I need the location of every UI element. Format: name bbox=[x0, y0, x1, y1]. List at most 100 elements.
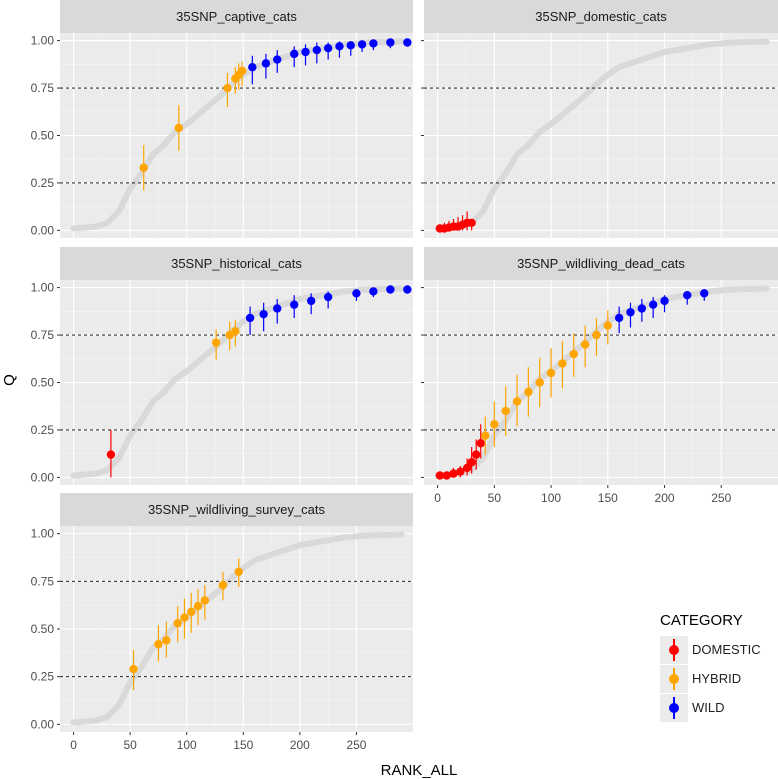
point-wild bbox=[369, 287, 378, 296]
y-tick-label: 0.00 bbox=[31, 717, 55, 731]
point-wild bbox=[648, 300, 658, 309]
y-tick-label: 0.50 bbox=[31, 129, 55, 143]
y-tick-label: 0.75 bbox=[31, 328, 55, 342]
point-hybrid bbox=[162, 636, 171, 645]
strip-35snp-wildliving-dead-cats bbox=[424, 247, 778, 280]
point-domestic bbox=[467, 458, 476, 467]
point-hybrid bbox=[211, 338, 221, 347]
x-tick-label: 100 bbox=[541, 491, 561, 505]
legend: CATEGORY DOMESTIC HYBRID WILD bbox=[660, 612, 761, 722]
strip-label-35snp-wildliving-survey-cats: 35SNP_wildliving_survey_cats bbox=[148, 502, 326, 517]
legend-label-domestic: DOMESTIC bbox=[692, 642, 761, 657]
background-curve bbox=[70, 285, 405, 479]
point-hybrid bbox=[569, 349, 578, 359]
point-domestic bbox=[106, 450, 116, 459]
point-hybrid bbox=[231, 327, 240, 336]
legend-item-wild: WILD bbox=[660, 693, 761, 722]
point-hybrid bbox=[592, 330, 601, 340]
point-hybrid bbox=[187, 607, 196, 617]
point-hybrid bbox=[174, 123, 183, 133]
legend-item-hybrid: HYBRID bbox=[660, 664, 761, 693]
point-hybrid bbox=[512, 397, 522, 406]
point-wild bbox=[386, 285, 395, 294]
point-wild bbox=[614, 313, 624, 323]
legend-key-hybrid bbox=[660, 664, 688, 693]
x-tick-label: 200 bbox=[655, 491, 675, 505]
x-tick-label: 0 bbox=[70, 738, 77, 752]
point-wild bbox=[248, 62, 257, 72]
legend-label-hybrid: HYBRID bbox=[692, 671, 742, 686]
point-hybrid bbox=[173, 619, 182, 628]
x-tick-label: 50 bbox=[488, 491, 502, 505]
background-curve bbox=[434, 285, 770, 479]
strip-label-35snp-wildliving-dead-cats: 35SNP_wildliving_dead_cats bbox=[517, 256, 685, 271]
point-domestic bbox=[435, 471, 445, 480]
legend-key-domestic bbox=[660, 635, 688, 664]
point-wild bbox=[357, 40, 367, 49]
legend-label-wild: WILD bbox=[692, 700, 725, 715]
legend-title: CATEGORY bbox=[660, 612, 743, 629]
point-wild bbox=[323, 292, 333, 302]
strip-35snp-historical-cats bbox=[60, 247, 413, 280]
point-wild bbox=[346, 41, 355, 50]
point-hybrid bbox=[490, 420, 499, 429]
point-wild bbox=[637, 304, 647, 313]
point-hybrid bbox=[580, 340, 590, 349]
point-hybrid bbox=[200, 596, 210, 605]
panel-35snp-historical-cats: 35SNP_historical_cats 0.00 0.25 0.50 0.75 1.0… bbox=[31, 247, 413, 485]
point-domestic bbox=[449, 469, 458, 478]
y-tick-label: 0.75 bbox=[31, 574, 55, 588]
point-wild bbox=[261, 59, 271, 68]
x-tick-label: 150 bbox=[233, 738, 253, 752]
panel-35snp-domestic-cats: 35SNP_domestic_cats bbox=[421, 0, 778, 238]
y-tick-label: 1.00 bbox=[31, 527, 55, 541]
x-tick-label: 150 bbox=[598, 491, 618, 505]
point-hybrid bbox=[218, 580, 228, 590]
point-hybrid bbox=[546, 368, 556, 378]
point-wild bbox=[290, 300, 299, 309]
y-tick-label: 1.00 bbox=[31, 34, 55, 48]
legend-dot-hybrid bbox=[669, 673, 679, 684]
point-wild bbox=[683, 290, 692, 300]
legend-item-domestic: DOMESTIC bbox=[660, 635, 761, 664]
legend-dot-domestic bbox=[669, 644, 679, 655]
x-axis-label: RANK_ALL bbox=[381, 762, 458, 779]
point-domestic bbox=[467, 218, 476, 228]
point-wild bbox=[323, 43, 333, 53]
y-tick-label: 0.50 bbox=[31, 622, 55, 636]
strip-label-35snp-captive-cats: 35SNP_captive_cats bbox=[176, 9, 297, 24]
legend-key-wild bbox=[660, 693, 688, 722]
strip-35snp-domestic-cats bbox=[424, 0, 778, 33]
point-wild bbox=[352, 289, 361, 298]
point-domestic bbox=[471, 450, 481, 459]
strip-label-35snp-historical-cats: 35SNP_historical_cats bbox=[171, 256, 302, 271]
point-wild bbox=[290, 49, 299, 59]
point-hybrid bbox=[234, 567, 243, 576]
x-tick-label: 0 bbox=[434, 491, 441, 505]
point-domestic bbox=[462, 463, 472, 473]
point-hybrid bbox=[603, 321, 613, 330]
point-hybrid bbox=[139, 163, 148, 172]
y-tick-label: 0.00 bbox=[31, 470, 55, 484]
point-wild bbox=[403, 285, 412, 294]
point-wild bbox=[626, 308, 635, 317]
point-wild bbox=[306, 296, 316, 306]
point-wild bbox=[259, 309, 268, 319]
point-hybrid bbox=[524, 387, 533, 397]
y-tick-label: 0.00 bbox=[31, 223, 55, 237]
x-tick-label: 200 bbox=[290, 738, 310, 752]
point-wild bbox=[273, 55, 282, 64]
panel-35snp-captive-cats: 35SNP_captive_cats 0.00 0.25 0.50 0.75 1.00 bbox=[31, 0, 413, 238]
point-wild bbox=[386, 38, 395, 47]
x-tick-label: 100 bbox=[177, 738, 197, 752]
strip-35snp-captive-cats bbox=[60, 0, 413, 33]
point-hybrid bbox=[129, 664, 138, 674]
point-wild bbox=[369, 39, 378, 48]
point-hybrid bbox=[223, 83, 232, 93]
point-hybrid bbox=[481, 431, 490, 440]
point-hybrid bbox=[501, 406, 510, 416]
point-hybrid bbox=[154, 640, 163, 649]
x-tick-label: 250 bbox=[711, 491, 731, 505]
point-hybrid bbox=[558, 359, 567, 368]
x-tick-label: 50 bbox=[123, 738, 137, 752]
